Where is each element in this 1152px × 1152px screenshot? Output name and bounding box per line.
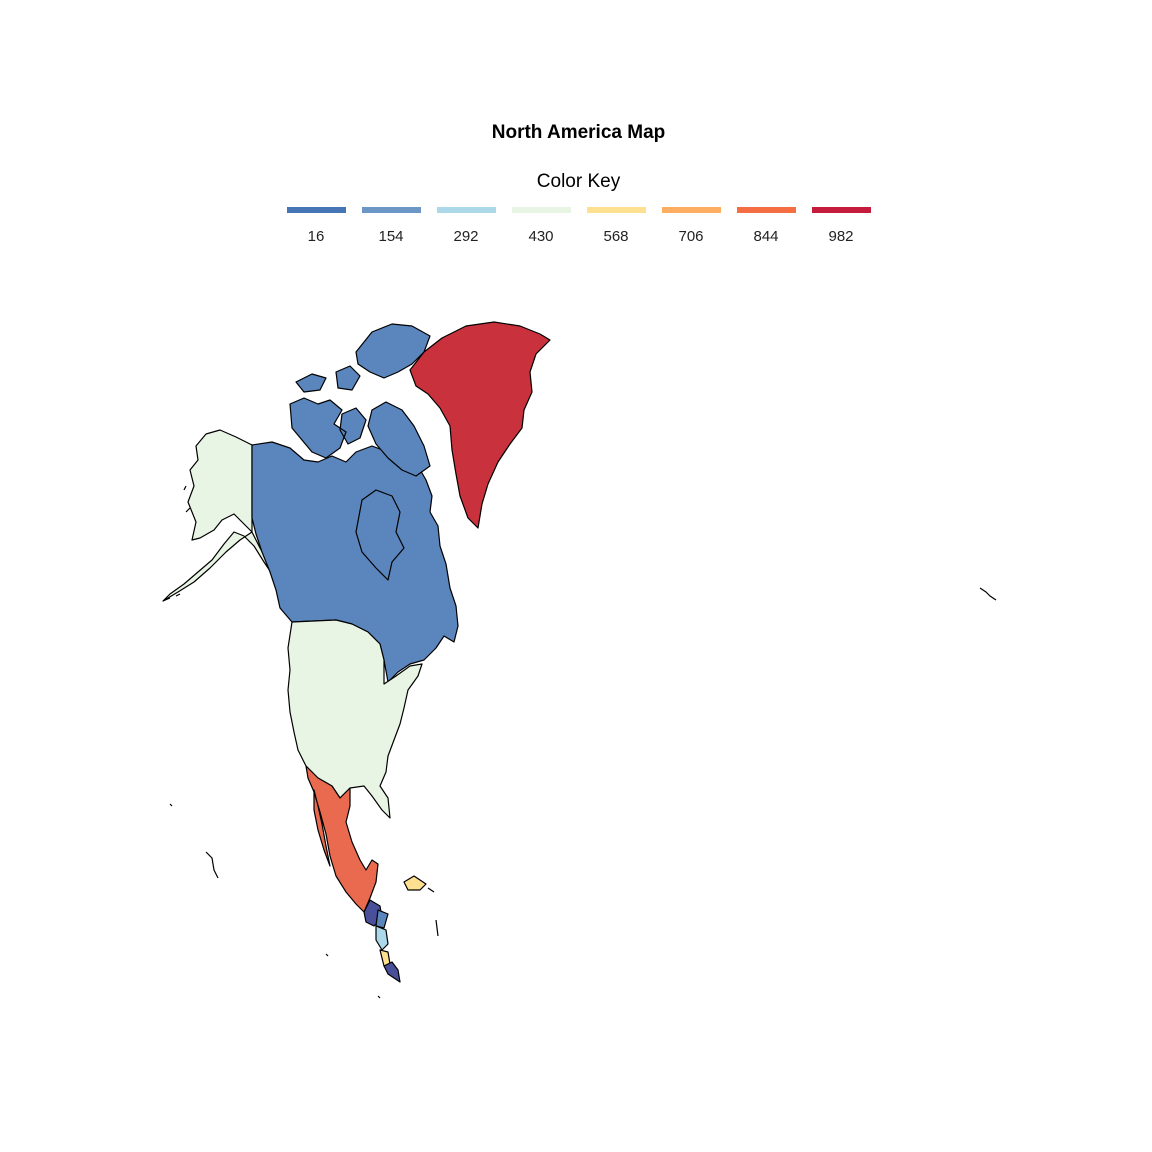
legend-title: Color Key <box>536 171 621 192</box>
legend-swatch <box>662 207 721 213</box>
legend-swatch <box>812 207 871 213</box>
legend-tick: 292 <box>453 228 479 245</box>
legend-tick: 568 <box>603 228 629 245</box>
legend-swatch <box>587 207 646 213</box>
legend-tick: 706 <box>678 228 704 245</box>
region-canada-islands <box>289 323 431 477</box>
legend-tick: 154 <box>378 228 404 245</box>
color-key-legend: 16 154 292 430 568 706 844 982 <box>0 0 1152 260</box>
legend-swatch <box>362 207 421 213</box>
legend-tick: 844 <box>753 228 779 245</box>
region-cuba <box>403 875 427 891</box>
region-panama <box>383 961 401 983</box>
legend-swatch <box>737 207 796 213</box>
legend-swatch <box>437 207 496 213</box>
hawaii-islands <box>169 803 219 879</box>
region-nicaragua <box>375 925 389 951</box>
legend-swatch <box>512 207 571 213</box>
legend-tick: 430 <box>528 228 554 245</box>
legend-tick: 982 <box>828 228 854 245</box>
far-east-islands <box>979 587 997 601</box>
legend-swatch <box>287 207 346 213</box>
legend-tick: 16 <box>307 228 325 245</box>
region-honduras <box>375 909 389 929</box>
caribbean-islands <box>325 887 439 999</box>
region-mexico <box>305 765 379 913</box>
region-united-states <box>287 619 423 819</box>
aleutian-islands <box>162 485 191 602</box>
region-canada <box>251 441 459 683</box>
region-greenland <box>409 321 551 529</box>
page-title: North America Map <box>491 122 666 143</box>
